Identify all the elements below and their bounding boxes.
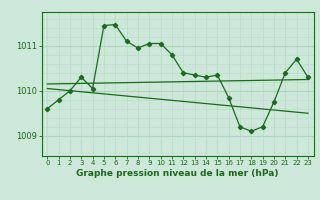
X-axis label: Graphe pression niveau de la mer (hPa): Graphe pression niveau de la mer (hPa) [76,169,279,178]
